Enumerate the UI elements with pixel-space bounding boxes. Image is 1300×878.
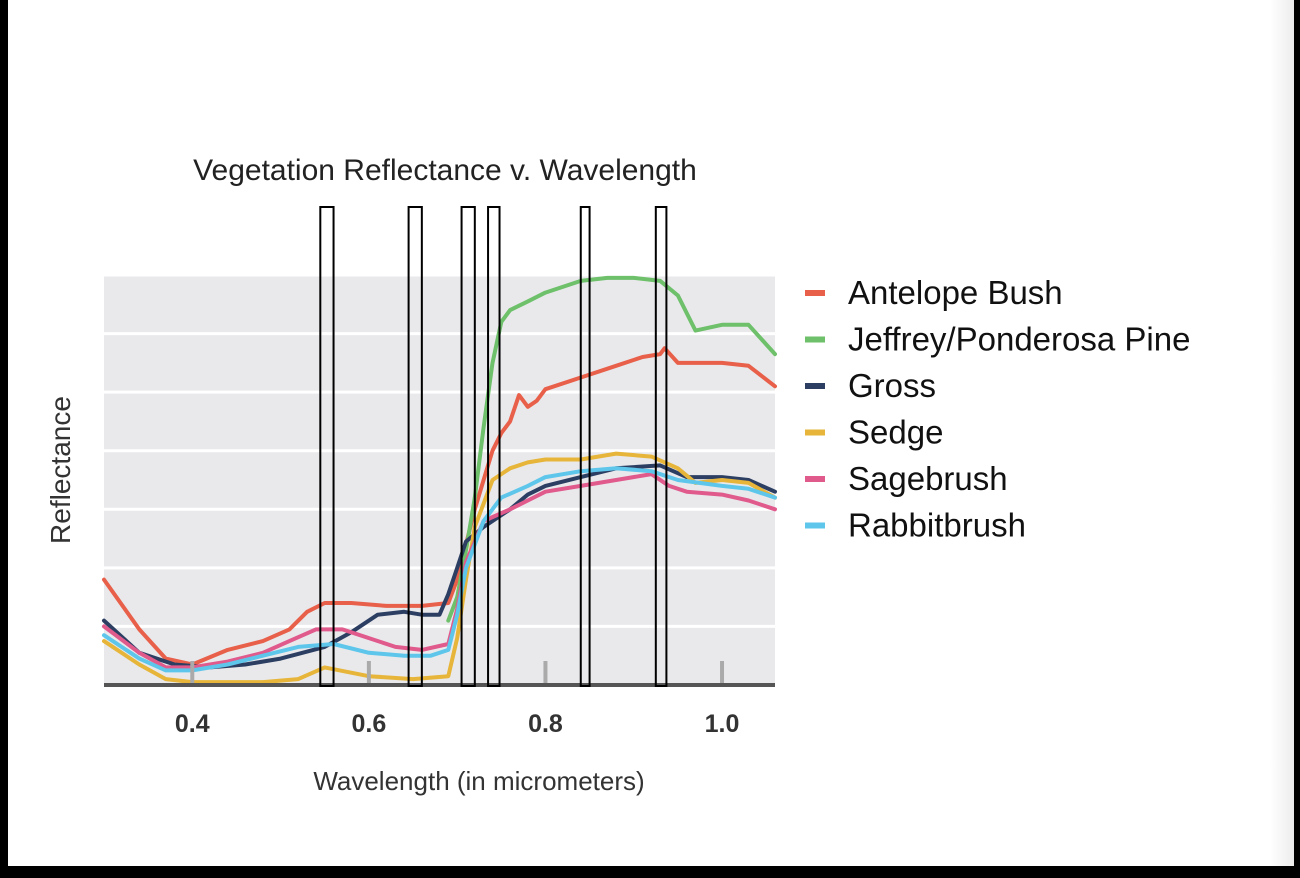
grid-lines [104, 273, 775, 628]
band-box [407, 206, 423, 687]
legend-swatch [805, 290, 825, 296]
x-axis-label: Wavelength (in micrometers) [313, 766, 644, 796]
legend-swatch [805, 476, 825, 482]
chart-title: Vegetation Reflectance v. Wavelength [193, 154, 697, 187]
series-line-3 [102, 463, 777, 670]
band-box [654, 206, 668, 687]
legend-swatch [805, 383, 825, 389]
legend-label: Antelope Bush [848, 274, 1063, 311]
x-tick-label: 0.6 [351, 710, 386, 738]
band-boxes [319, 206, 668, 687]
edge-shade [1270, 0, 1294, 866]
legend-label: Rabbitbrush [848, 507, 1026, 544]
legend-swatch [805, 522, 825, 529]
band-box [579, 206, 591, 687]
y-axis-label: Reflectance [45, 396, 76, 544]
band-box [460, 206, 476, 687]
legend-label: Sedge [848, 414, 943, 451]
x-axis-ticks: 0.4 0.6 0.8 1.0 [175, 661, 740, 738]
legend-label: Jeffrey/Ponderosa Pine [848, 321, 1190, 358]
legend: Antelope Bush Jeffrey/Ponderosa Pine Gross… [805, 274, 1190, 544]
series-lines [102, 275, 777, 685]
band-box [487, 206, 501, 687]
x-tick-label: 0.8 [528, 710, 563, 738]
legend-swatch [805, 336, 825, 343]
reflectance-chart: Vegetation Reflectance v. Wavelength 0.4… [45, 154, 1190, 796]
x-tick-label: 1.0 [705, 710, 740, 738]
band-box [319, 206, 335, 687]
series-line-1 [102, 346, 777, 667]
legend-label: Gross [848, 367, 936, 404]
legend-swatch [805, 429, 825, 436]
x-tick-label: 0.4 [175, 710, 210, 738]
series-line-6 [102, 466, 777, 673]
figure-panel: Vegetation Reflectance v. Wavelength 0.4… [8, 0, 1294, 866]
legend-label: Sagebrush [848, 460, 1008, 497]
